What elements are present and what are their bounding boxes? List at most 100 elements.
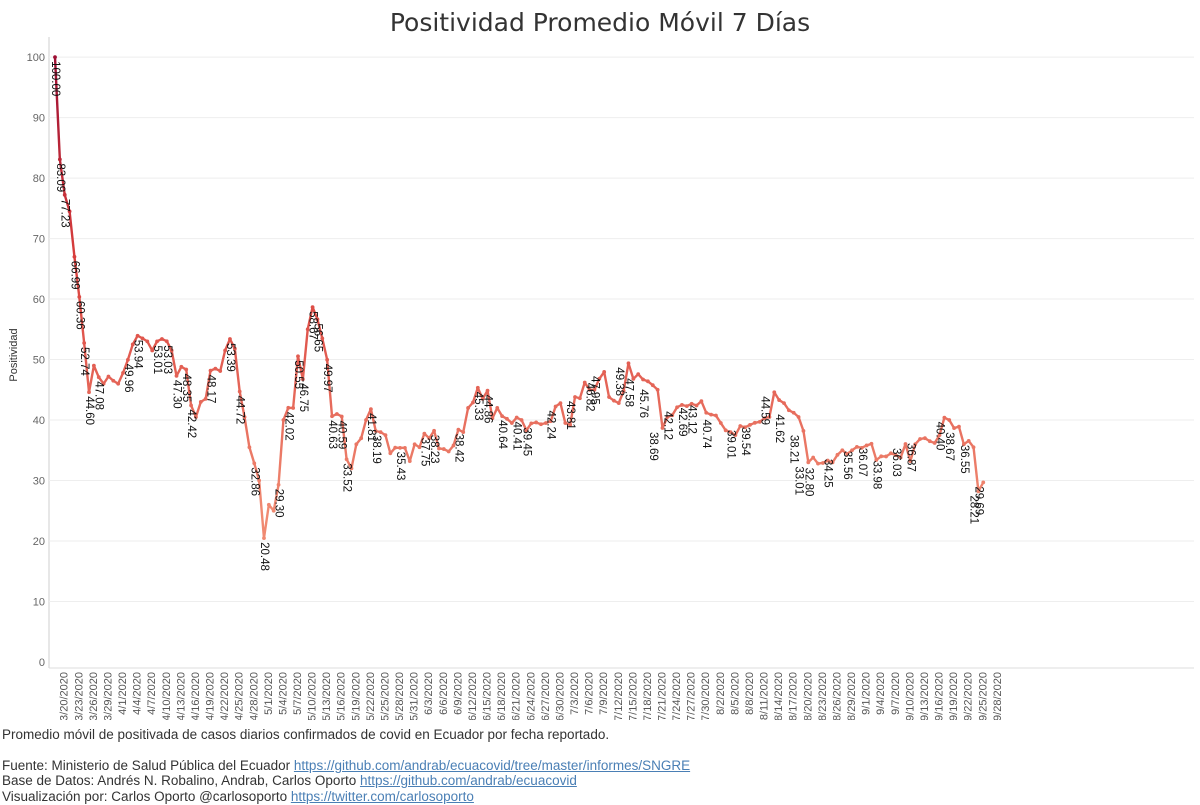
data-point-142 [743,425,748,430]
data-point-2 [62,192,67,197]
data-label-50: 42.69 [676,408,688,437]
data-label-9: 53.94 [132,340,144,369]
data-point-165 [855,445,859,449]
data-point-38 [237,389,242,394]
data-point-161 [835,452,840,457]
x-tick-34: 6/30/2020 [554,672,566,720]
data-point-136 [714,413,718,418]
data-point-17 [135,333,140,338]
data-point-191 [981,480,986,485]
data-point-113 [602,370,607,374]
data-label-19: 20.48 [258,542,270,571]
x-tick-42: 7/24/2020 [671,672,683,720]
data-label-48: 38.69 [647,432,659,461]
x-tick-13: 4/28/2020 [248,672,260,720]
y-tick-30: 30 [33,476,45,488]
data-point-162 [840,448,845,453]
data-label-68: 36.55 [958,445,970,474]
data-point-183 [942,415,947,420]
data-label-31: 38.19 [370,435,382,464]
data-point-5 [77,294,82,299]
data-point-87 [475,385,480,390]
data-point-21 [155,339,159,344]
data-label-27: 40.63 [326,420,338,449]
data-point-105 [563,421,568,425]
series-positividad [53,55,986,541]
data-point-33 [213,366,218,371]
data-point-135 [709,412,713,417]
data-point-78 [432,428,436,433]
data-point-68 [383,433,388,438]
x-tick-64: 9/28/2020 [992,672,1004,720]
data-label-6: 44.60 [83,396,95,425]
data-label-52: 40.74 [700,420,712,449]
data-point-129 [680,403,684,407]
data-point-107 [573,395,577,399]
data-point-157 [816,461,820,466]
data-label-57: 38.21 [788,435,800,464]
data-point-189 [971,445,976,450]
data-label-56: 41.62 [773,414,785,443]
data-label-16: 53.39 [224,343,236,372]
data-label-43: 46.82 [584,383,596,412]
data-label-10: 53.01 [151,345,163,374]
data-point-79 [437,446,441,451]
data-point-48 [286,405,291,410]
data-point-43 [262,536,266,541]
data-point-56 [325,357,330,362]
data-point-83 [456,427,461,432]
data-point-62 [354,442,359,447]
x-tick-35: 7/3/2020 [569,672,581,715]
data-label-61: 35.56 [841,451,853,480]
data-label-12: 47.30 [171,380,183,409]
y-tick-70: 70 [33,234,45,246]
database-link[interactable]: https://github.com/andrab/ecuacovid [359,773,577,788]
x-tick-50: 8/17/2020 [788,672,800,720]
data-point-76 [422,431,427,436]
data-label-4: 60.36 [73,301,85,330]
data-point-177 [913,442,918,447]
data-label-36: 45.33 [472,392,484,421]
x-tick-51: 8/20/2020 [802,672,814,720]
data-label-67: 38.67 [943,432,955,461]
x-tick-49: 8/14/2020 [773,672,785,720]
data-point-6 [82,341,87,345]
data-label-17: 44.72 [234,395,246,424]
x-tick-54: 8/29/2020 [846,672,858,720]
x-tick-47: 8/8/2020 [744,672,756,715]
x-tick-58: 9/10/2020 [904,672,916,720]
data-point-64 [364,418,368,422]
x-tick-32: 6/24/2020 [525,672,537,720]
data-point-146 [762,416,767,421]
data-point-170 [879,454,884,459]
data-point-25 [174,373,179,378]
data-point-184 [947,418,952,422]
data-point-86 [471,400,475,405]
data-point-172 [889,451,893,456]
data-point-154 [801,428,806,433]
data-label-40: 39.45 [520,427,532,456]
data-point-85 [466,406,470,410]
x-tick-20: 5/19/2020 [350,672,362,720]
data-point-49 [291,406,296,410]
data-label-23: 46.75 [297,383,309,412]
data-point-37 [232,346,237,351]
x-tick-52: 8/23/2020 [817,672,829,720]
data-point-160 [830,460,835,465]
data-point-54 [315,317,320,322]
x-tick-7: 4/10/2020 [161,672,173,720]
data-point-27 [184,367,189,372]
data-label-14: 42.42 [185,409,197,438]
x-tick-25: 6/3/2020 [423,672,435,715]
x-tick-2: 3/26/2020 [88,672,100,720]
data-point-117 [621,389,626,393]
visualization-link[interactable]: https://twitter.com/carlosoporto [290,789,474,804]
data-point-91 [495,406,500,410]
data-point-134 [704,410,709,415]
data-point-115 [612,398,616,403]
data-point-73 [407,459,412,464]
data-point-67 [378,430,383,435]
source-link[interactable]: https://github.com/andrab/ecuacovid/tree… [293,758,691,773]
data-label-11: 53.03 [161,345,173,374]
data-point-42 [257,478,262,483]
